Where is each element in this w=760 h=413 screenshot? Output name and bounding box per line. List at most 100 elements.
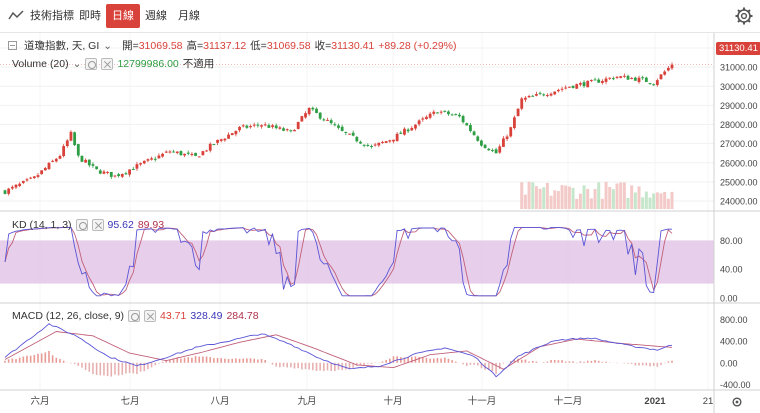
candle-body (608, 77, 612, 79)
volume-bar (644, 191, 648, 209)
candle-body (414, 124, 417, 129)
macd-value: 328.49 (190, 310, 223, 322)
candle-body (109, 171, 113, 177)
kd-close-icon[interactable] (91, 219, 104, 231)
candle-body (395, 133, 399, 141)
price-tick-label: 28000.00 (720, 120, 758, 130)
month-tick-label: 九月 (297, 395, 316, 407)
candle-body (450, 114, 454, 116)
candle-body (465, 123, 469, 126)
candle-body (502, 138, 505, 147)
volume-name[interactable]: Volume (20) (12, 57, 69, 70)
candle-body (205, 150, 208, 152)
macd-signal-line (4, 331, 673, 370)
volume-bar (582, 185, 586, 209)
chevron-down-icon[interactable]: ⌄ (72, 57, 82, 70)
candle-body (337, 125, 340, 128)
candle-body (208, 143, 212, 151)
candle-body (296, 122, 300, 129)
volume-bar (578, 193, 582, 209)
candle-body (586, 80, 590, 88)
open-value: 31069.58 (138, 39, 183, 52)
candle-body (666, 67, 670, 71)
candle-body (436, 112, 439, 114)
macd-settings-icon[interactable] (128, 310, 141, 322)
candle-body (578, 83, 582, 85)
candle-body (18, 183, 22, 187)
month-tick-label: 21 (703, 396, 714, 407)
candle-body (513, 117, 516, 129)
candle-body (439, 111, 443, 113)
month-tick-label: 十月 (383, 395, 402, 407)
candle-body (670, 64, 674, 69)
candle-body (124, 173, 128, 175)
volume-bar (659, 193, 663, 209)
candle-body (392, 139, 395, 142)
candle-body (575, 84, 579, 89)
kd-settings-icon[interactable] (75, 219, 88, 231)
candle-body (311, 107, 315, 110)
candle-body (535, 94, 538, 96)
volume-bar (666, 198, 670, 209)
candle-body (373, 144, 377, 146)
candle-body (139, 163, 142, 165)
volume-note: 不適用 (182, 58, 215, 70)
candle-body (593, 79, 597, 81)
volume-bar (567, 186, 571, 209)
candle-body (428, 113, 432, 118)
volume-close-icon[interactable] (101, 57, 114, 70)
candle-body (370, 145, 373, 147)
volume-bar (641, 197, 645, 209)
macd-name[interactable]: MACD (12, 26, close, 9) (12, 310, 125, 322)
candle-body (201, 151, 205, 156)
candle-body (62, 146, 66, 157)
volume-bar (637, 186, 641, 209)
candle-body (197, 156, 201, 158)
symbol-label[interactable]: 道瓊指數, 天, GI (24, 40, 100, 52)
candle-body (29, 177, 33, 179)
macd-tick-label: 0.00 (720, 358, 738, 368)
candle-body (458, 114, 461, 117)
volume-bar (611, 189, 615, 209)
candle-body (366, 145, 370, 147)
symbol-dropdown-icon[interactable]: ⌄ (103, 39, 113, 52)
gear-icon[interactable] (734, 6, 754, 26)
candle-body (454, 114, 458, 116)
chart-area[interactable]: 32000.0031000.0030000.0029000.0028000.00… (0, 33, 760, 413)
candle-body (87, 159, 91, 166)
candle-body (359, 141, 362, 144)
kd-name[interactable]: KD (14, 1, 3) (12, 219, 72, 231)
tab-weekly[interactable]: 週線 (145, 10, 167, 22)
tab-realtime[interactable]: 即時 (79, 10, 101, 22)
candle-body (545, 95, 549, 97)
volume-settings-icon[interactable] (85, 57, 98, 70)
candle-body (630, 78, 634, 80)
toolbar-title[interactable]: 技術指標 (30, 10, 74, 22)
candle-body (128, 169, 132, 175)
candle-body (227, 134, 230, 139)
candle-body (362, 144, 366, 146)
chart-line-icon[interactable] (8, 9, 24, 23)
candle-body (260, 125, 263, 127)
candle-body (520, 98, 524, 109)
candle-body (556, 89, 560, 92)
macd-line (4, 323, 673, 378)
axis-settings-icon[interactable] (730, 395, 744, 409)
candle-body (560, 88, 564, 90)
tab-daily[interactable]: 日線 (106, 4, 140, 28)
volume-bar (633, 192, 637, 209)
kd-overbought-band (0, 240, 714, 284)
candle-body (47, 162, 51, 170)
candle-body (527, 96, 531, 98)
volume-bar (626, 198, 630, 209)
macd-close-icon[interactable] (144, 310, 157, 322)
macd-legend: MACD (12, 26, close, 9) 43.71 328.49 284… (12, 310, 259, 322)
candle-body (637, 77, 641, 83)
volume-bar (670, 191, 674, 209)
candle-body (164, 151, 168, 153)
candle-body (307, 107, 311, 115)
collapse-icon[interactable] (8, 41, 17, 50)
candle-body (329, 120, 333, 124)
tab-monthly[interactable]: 月線 (178, 10, 200, 22)
candle-body (179, 151, 183, 156)
